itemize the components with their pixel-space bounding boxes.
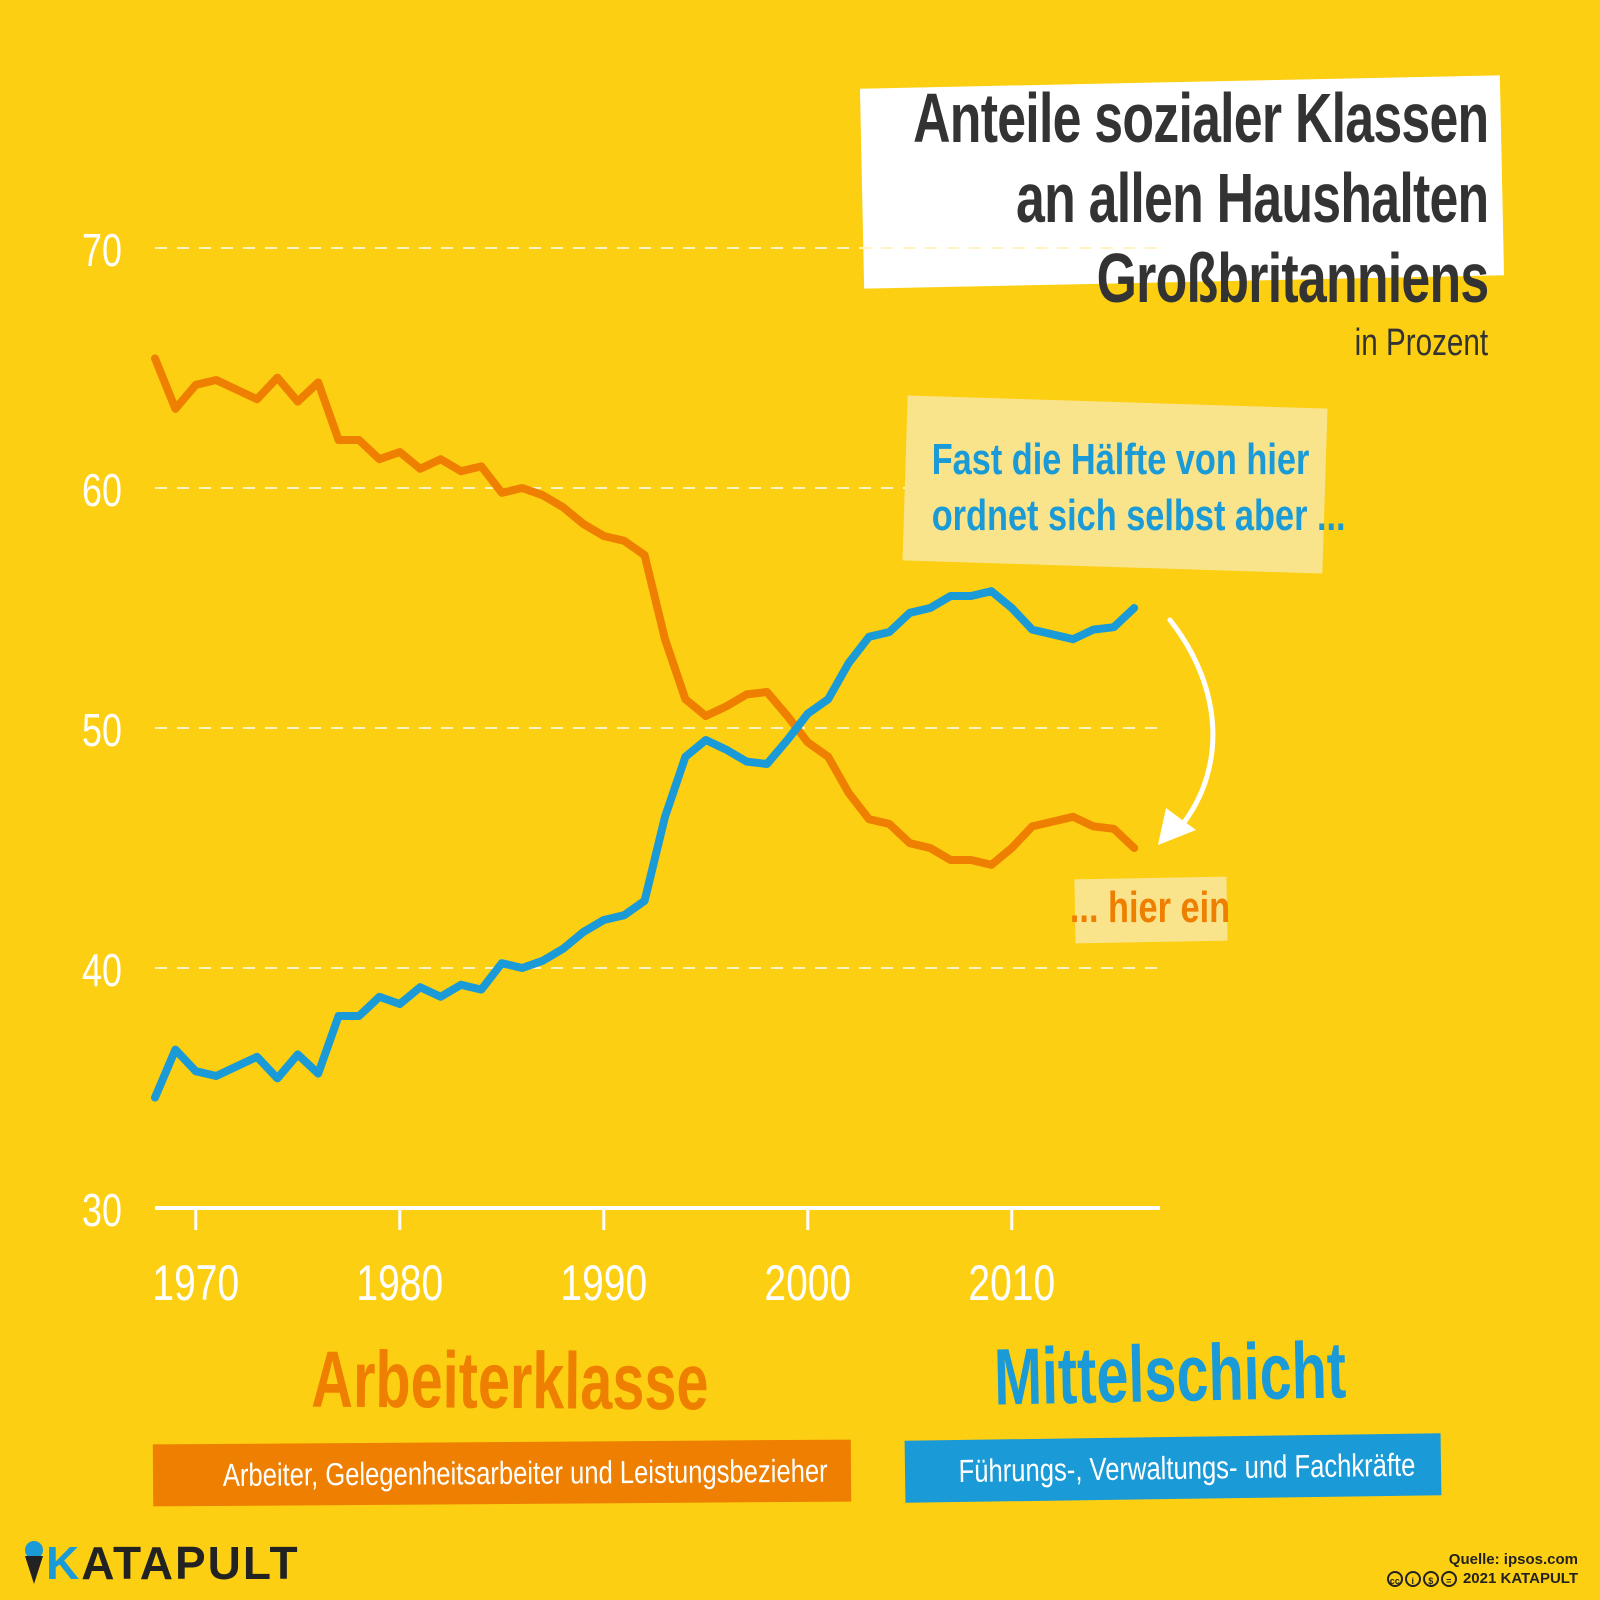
by-icon: i bbox=[1404, 1571, 1421, 1588]
annotation-top: Fast die Hälfte von hier ordnet sich sel… bbox=[880, 432, 1350, 544]
y-tick-label-30: 30 bbox=[82, 1185, 122, 1236]
legend-working-desc-text: Arbeiter, Gelegenheitsarbeiter und Leist… bbox=[222, 1452, 828, 1493]
y-tick-label-70: 70 bbox=[82, 225, 122, 276]
legend-working-title: Arbeiterklasse bbox=[200, 1333, 821, 1429]
y-tick-label-50: 50 bbox=[82, 705, 122, 756]
copyright-text: 2021 KATAPULT bbox=[1462, 1570, 1578, 1587]
nd-icon: = bbox=[1440, 1571, 1457, 1588]
katapult-logo: KATAPULT bbox=[22, 1536, 300, 1590]
x-tick-label-2010: 2010 bbox=[968, 1254, 1055, 1311]
title-line-1: Anteile sozialer Klassen bbox=[912, 79, 1489, 157]
cc-icon: cc bbox=[1386, 1571, 1403, 1588]
logo-rest: ATAPULT bbox=[81, 1537, 300, 1589]
chart-title: Anteile sozialer Klassen an allen Hausha… bbox=[711, 78, 1489, 318]
annotation-top-line-1: Fast die Hälfte von hier bbox=[931, 435, 1310, 484]
x-tick-label-1980: 1980 bbox=[356, 1254, 443, 1311]
arrow-head bbox=[1158, 808, 1196, 845]
subtitle-text: in Prozent bbox=[1354, 322, 1488, 364]
y-tick-label-40: 40 bbox=[82, 945, 122, 996]
legend-middle-title-text: Mittelschicht bbox=[993, 1325, 1347, 1422]
annotation-bottom-text: ... hier ein bbox=[1069, 883, 1231, 932]
series-line-mittelschicht bbox=[151, 587, 1139, 1102]
legend-middle-title: Mittelschicht bbox=[879, 1322, 1461, 1426]
legend-working-title-text: Arbeiterklasse bbox=[311, 1334, 709, 1427]
annotation-top-line-2: ordnet sich selbst aber ... bbox=[931, 491, 1346, 540]
title-line-3: Großbritanniens bbox=[1096, 239, 1489, 317]
legend-working-description: Arbeiter, Gelegenheitsarbeiter und Leist… bbox=[152, 1439, 852, 1507]
chart-subtitle: in Prozent bbox=[1317, 322, 1488, 365]
arrow-curve bbox=[1167, 617, 1216, 828]
source-credit: Quelle: ipsos.com cc i $ = 2021 KATAPULT bbox=[1386, 1550, 1578, 1588]
y-tick-label-60: 60 bbox=[82, 465, 122, 516]
license-line: cc i $ = 2021 KATAPULT bbox=[1386, 1569, 1578, 1588]
x-tick-label-2000: 2000 bbox=[764, 1254, 851, 1311]
logo-k: K bbox=[46, 1537, 82, 1589]
legend-middle-description: Führungs-, Verwaltungs- und Fachkräfte bbox=[904, 1433, 1442, 1503]
x-tick-label-1970: 1970 bbox=[152, 1254, 239, 1311]
title-line-2: an allen Haushalten bbox=[1015, 159, 1489, 237]
x-tick-label-1990: 1990 bbox=[560, 1254, 647, 1311]
nc-icon: $ bbox=[1422, 1571, 1439, 1588]
legend-middle-desc-text: Führungs-, Verwaltungs- und Fachkräfte bbox=[958, 1446, 1416, 1489]
logo-text: KATAPULT bbox=[46, 1536, 300, 1590]
series-line-arbeiterklasse bbox=[151, 354, 1139, 869]
ice-cream-icon bbox=[25, 1541, 43, 1584]
annotation-bottom: ... hier ein bbox=[1045, 883, 1255, 933]
source-text: Quelle: ipsos.com bbox=[1448, 1551, 1578, 1568]
